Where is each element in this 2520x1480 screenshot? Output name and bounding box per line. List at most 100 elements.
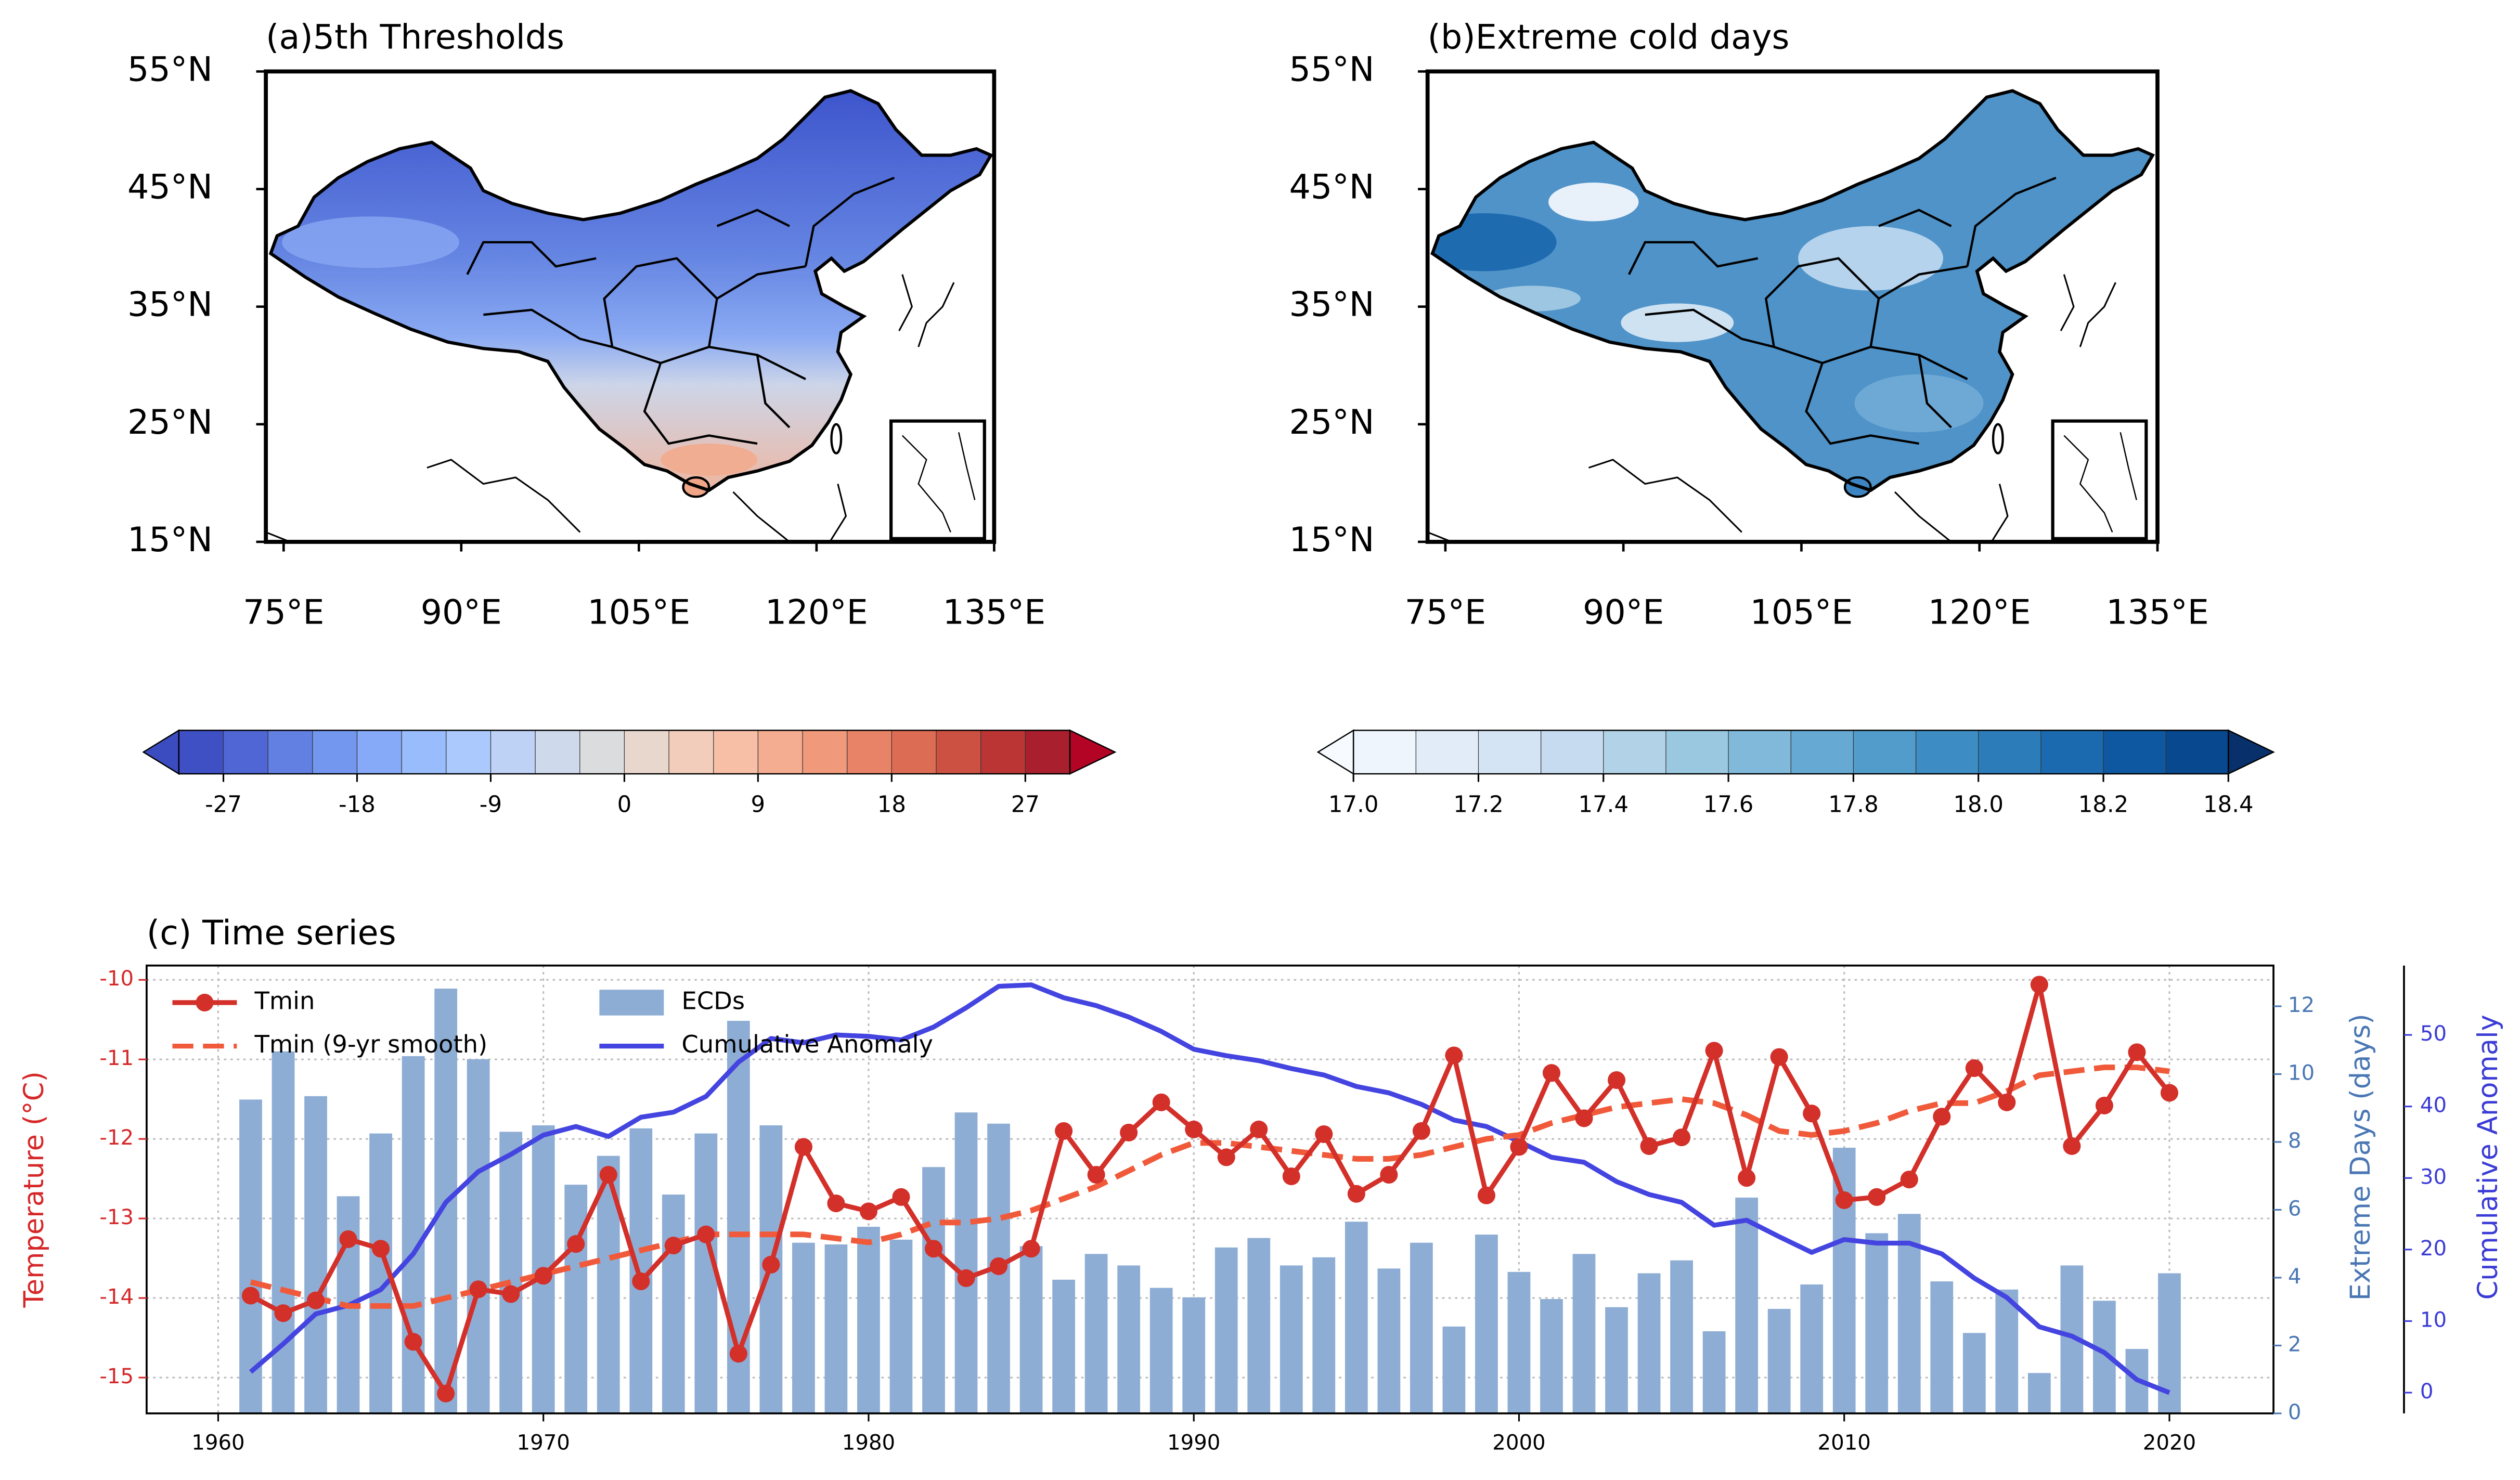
y2-tick-label: 12 [2288, 993, 2315, 1017]
marker [1705, 1042, 1723, 1060]
colorbar-tick-label: 17.2 [1453, 792, 1504, 818]
bar [954, 1112, 978, 1413]
bar [467, 1059, 490, 1413]
marker [502, 1285, 520, 1303]
marker [372, 1240, 390, 1258]
x-tick-label: 90°E [421, 593, 502, 632]
colorbar-segment [847, 730, 893, 774]
y-tick-label: 55°N [1289, 50, 1374, 89]
bar [1637, 1273, 1661, 1413]
marker [1998, 1093, 2016, 1111]
map-title: (a)5th Thresholds [266, 18, 564, 57]
marker [1542, 1064, 1561, 1082]
marker [1510, 1138, 1528, 1156]
bar [1832, 1148, 1856, 1413]
y-axis-label: Temperature (°C) [18, 1071, 50, 1308]
x-tick-label: 2010 [1817, 1431, 1870, 1455]
bar [1442, 1326, 1466, 1413]
marker [469, 1280, 487, 1299]
y-tick-label: 15°N [1289, 521, 1374, 560]
legend-label: Cumulative Anomaly [681, 1030, 933, 1058]
marker [567, 1235, 585, 1253]
colorbar-tick-label: 17.0 [1328, 792, 1379, 818]
x-tick-label: 2000 [1492, 1431, 1545, 1455]
colorbar-segment [490, 730, 536, 774]
y-tick-label: 35°N [127, 285, 213, 324]
bar [1995, 1289, 2019, 1413]
marker [1835, 1191, 1853, 1209]
colorbar-extend [142, 729, 180, 775]
colorbar-extend [2228, 729, 2275, 775]
colorbar-tick-label: 17.6 [1703, 792, 1754, 818]
y-tick-label: 55°N [127, 50, 213, 89]
marker [404, 1333, 422, 1351]
marker [1315, 1125, 1333, 1144]
bar [402, 1056, 425, 1413]
bar [1280, 1265, 1303, 1413]
bar [499, 1132, 523, 1413]
plot-frame [146, 964, 2275, 1414]
bar [1540, 1299, 1563, 1413]
colorbar-segment [936, 730, 982, 774]
colorbar-tick-label: 18.0 [1953, 792, 2004, 818]
y-tick-label: -14 [99, 1285, 134, 1309]
colorbar-tick-label: 18.2 [2078, 792, 2129, 818]
bar [792, 1242, 815, 1413]
colorbar-segment [1353, 730, 1417, 774]
y-tick-label: -10 [99, 967, 134, 991]
y2-axis-label: Extreme Days (days) [2345, 1014, 2376, 1301]
y2-tick-label: 6 [2288, 1197, 2302, 1221]
y2-tick-label: 10 [2288, 1061, 2315, 1085]
colorbar-tick-label: 17.8 [1828, 792, 1879, 818]
marker [1055, 1122, 1073, 1140]
marker [599, 1165, 617, 1184]
colorbar-segment [668, 730, 715, 774]
colorbar-segment [2040, 730, 2104, 774]
marker [1673, 1128, 1691, 1147]
marker [1217, 1148, 1235, 1166]
y3-tick-label: 10 [2420, 1308, 2447, 1332]
marker [1770, 1048, 1788, 1066]
legend-swatch [599, 990, 664, 1016]
y-tick-label: 45°N [127, 168, 213, 207]
bar [1247, 1238, 1271, 1413]
x-tick-label: 135°E [2106, 593, 2209, 632]
colorbar-segment [2165, 730, 2229, 774]
marker [1380, 1165, 1398, 1184]
colorbar-segment [757, 730, 804, 774]
colorbar-segment [1603, 730, 1667, 774]
map-title: (b)Extreme cold days [1428, 18, 1790, 57]
marker [990, 1257, 1008, 1275]
colorbar-segment [267, 730, 314, 774]
bar [1670, 1260, 1693, 1413]
y3-tick-label: 40 [2420, 1094, 2447, 1118]
bar [1214, 1247, 1238, 1413]
marker [827, 1195, 845, 1213]
marker [2160, 1084, 2178, 1102]
marker [2063, 1137, 2081, 1155]
colorbar-segment [1541, 730, 1605, 774]
marker [1152, 1093, 1170, 1111]
colorbar-segment [1915, 730, 1980, 774]
marker [1607, 1071, 1626, 1089]
y-tick-label: -12 [99, 1126, 134, 1150]
marker [697, 1225, 715, 1243]
marker [2095, 1096, 2113, 1114]
colorbar-segment [1790, 730, 1854, 774]
marker [1412, 1122, 1430, 1140]
colorbar-segment [401, 730, 447, 774]
bar [1572, 1254, 1596, 1413]
colorbar-segment [535, 730, 581, 774]
bar [1800, 1284, 1824, 1413]
marker [892, 1188, 910, 1206]
bar [2027, 1373, 2051, 1413]
bar [1962, 1333, 1986, 1413]
bar [662, 1195, 685, 1413]
map-b-fill [1412, 91, 2153, 542]
colorbar-segment [312, 730, 358, 774]
y-tick-label: 25°N [1289, 403, 1374, 442]
marker [1087, 1165, 1105, 1184]
y2-tick-label: 8 [2288, 1129, 2302, 1153]
marker [1250, 1120, 1268, 1138]
x-tick-label: 90°E [1583, 593, 1664, 632]
